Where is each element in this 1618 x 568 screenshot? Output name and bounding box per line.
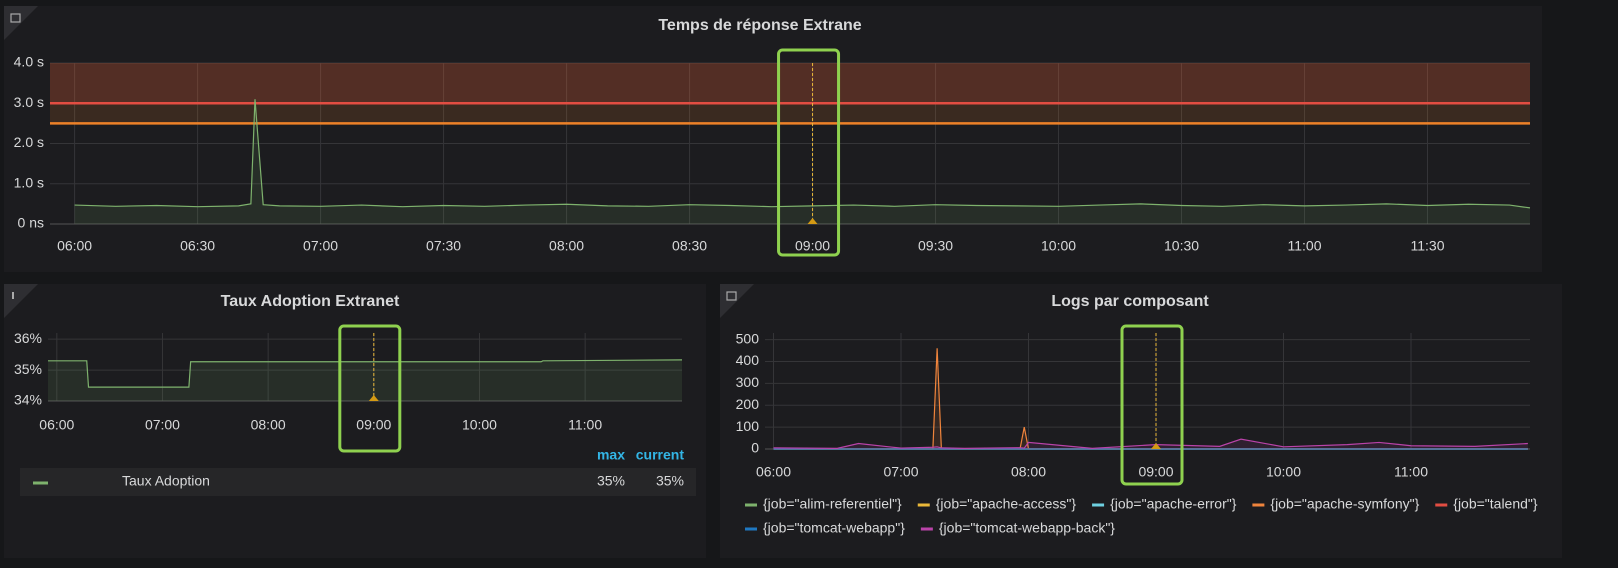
panel [4,6,1542,272]
legend-label[interactable]: {job="apache-access"} [936,496,1077,512]
series-area [773,439,1528,449]
y-tick-label: 36% [14,330,42,346]
annotation-marker[interactable] [368,395,379,401]
legend-row [20,468,696,496]
legend-label[interactable]: {job="apache-error"} [1110,496,1237,512]
y-tick-label: 200 [736,396,760,412]
threshold-area [50,63,1530,124]
x-tick-label: 08:00 [251,417,286,433]
y-tick-label: 400 [736,352,760,368]
legend-label[interactable]: {job="alim-referentiel"} [763,496,902,512]
series-line [773,438,1528,449]
x-tick-label: 10:00 [1266,464,1301,480]
x-tick-label: 10:00 [1041,238,1076,254]
info-icon [12,292,14,299]
highlight-box [338,324,402,453]
series-area [48,359,682,401]
highlight-box [1120,324,1184,486]
legend-header[interactable]: max [597,447,625,463]
x-tick-label: 08:00 [1011,464,1046,480]
x-tick-label: 11:00 [1394,464,1428,480]
legend-value: 35% [656,473,684,489]
x-tick-label: 07:30 [426,238,461,254]
x-tick-label: 09:00 [356,417,391,433]
y-tick-label: 3.0 s [14,94,44,110]
annotation-marker[interactable] [807,218,818,224]
link-icon [726,291,737,301]
x-tick-label: 08:00 [549,238,584,254]
y-tick-label: 2.0 s [14,134,44,150]
x-tick-label: 11:30 [1411,238,1445,254]
y-tick-label: 500 [736,330,760,346]
legend-header[interactable]: current [636,447,685,463]
legend-label[interactable]: {job="apache-symfony"} [1270,496,1419,512]
legend-label[interactable]: {job="tomcat-webapp"} [763,520,905,536]
x-tick-label: 08:30 [672,238,707,254]
legend-label[interactable]: {job="talend"} [1453,496,1538,512]
x-tick-label: 06:00 [39,417,74,433]
x-tick-label: 09:30 [918,238,953,254]
y-tick-label: 1.0 s [14,174,44,190]
x-tick-label: 06:30 [180,238,215,254]
y-tick-label: 34% [14,392,42,408]
y-tick-label: 0 ns [18,215,44,231]
x-tick-label: 09:00 [795,238,830,254]
x-tick-label: 07:00 [303,238,338,254]
y-tick-label: 0 [751,440,759,456]
x-tick-label: 10:30 [1164,238,1199,254]
chart-title: Taux Adoption Extranet [221,293,400,310]
x-tick-label: 09:00 [1138,464,1173,480]
annotation-marker[interactable] [1151,443,1161,449]
highlight-box [777,48,841,257]
panel [4,284,706,558]
x-tick-label: 11:00 [1288,238,1322,254]
x-tick-label: 07:00 [145,417,180,433]
x-tick-label: 06:00 [756,464,791,480]
x-tick-label: 06:00 [57,238,92,254]
chart-title: Logs par composant [1051,293,1209,310]
legend-value: 35% [597,473,625,489]
x-tick-label: 11:00 [568,417,602,433]
series-area [74,99,1530,224]
y-tick-label: 35% [14,361,42,377]
link-icon [10,13,21,23]
x-tick-label: 07:00 [883,464,918,480]
y-tick-label: 100 [736,418,760,434]
chart-title: Temps de réponse Extrane [658,17,861,34]
y-tick-label: 4.0 s [14,54,44,70]
x-tick-label: 10:00 [462,417,497,433]
threshold-area [50,63,1530,104]
series-line [74,99,1531,209]
panel [720,284,1562,558]
legend-label[interactable]: {job="tomcat-webapp-back"} [939,520,1115,536]
y-tick-label: 300 [736,374,760,390]
legend-label[interactable]: Taux Adoption [122,473,210,489]
series-line [48,359,683,388]
